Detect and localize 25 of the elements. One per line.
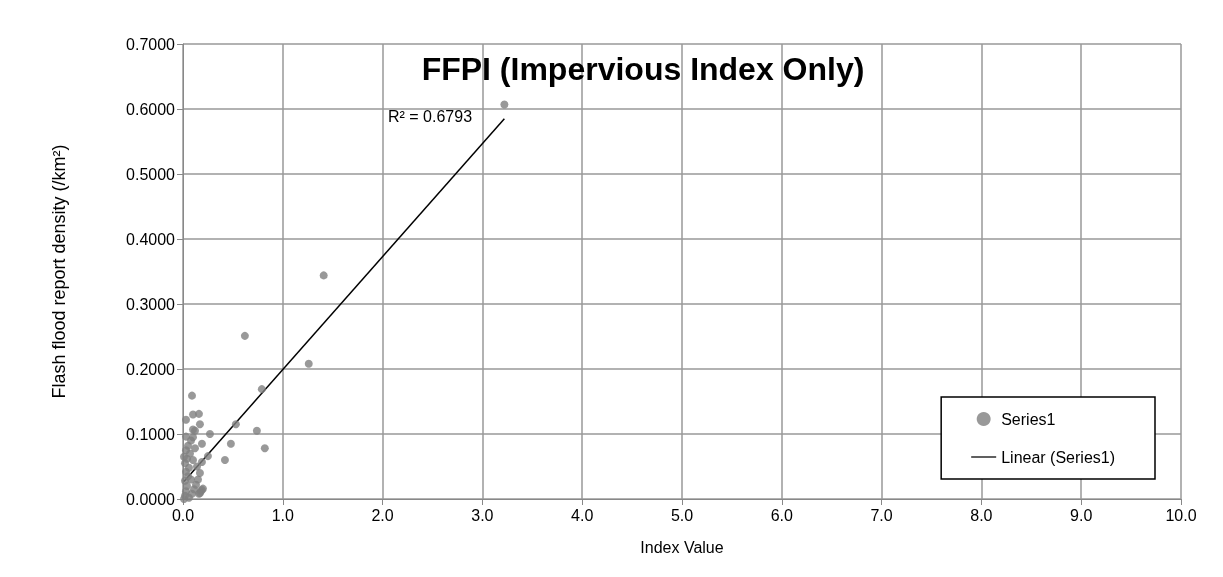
- x-tick-label: 3.0: [471, 506, 494, 524]
- x-tick-label: 6.0: [770, 506, 794, 524]
- y-tick-label: 0.4000: [126, 230, 176, 248]
- y-tick-label: 0.3000: [126, 295, 176, 313]
- legend-label: Series1: [1001, 410, 1056, 428]
- x-tick-label: 5.0: [670, 506, 694, 524]
- y-tick-label: 0.5000: [126, 165, 176, 183]
- chart-title: FFPI (Impervious Index Only): [421, 51, 865, 87]
- y-tick-label: 0.2000: [126, 360, 176, 378]
- x-tick-label: 10.0: [1165, 506, 1197, 524]
- y-tick-label: 0.7000: [126, 35, 176, 53]
- y-tick-label: 0.1000: [126, 425, 176, 443]
- y-axis-title: Flash flood report density (/km²): [49, 144, 69, 399]
- x-axis-title: Index Value: [640, 538, 724, 556]
- x-tick-label: 0.0: [171, 506, 195, 524]
- annotation: R² = 0.6793: [388, 107, 473, 125]
- x-tick-label: 1.0: [271, 506, 295, 524]
- y-tick-label: 0.0000: [126, 490, 176, 508]
- y-tick-label: 0.6000: [126, 100, 176, 118]
- x-tick-label: 4.0: [571, 506, 594, 524]
- x-tick-label: 9.0: [1070, 506, 1093, 524]
- x-tick-label: 8.0: [970, 506, 993, 524]
- x-tick-label: 7.0: [870, 506, 893, 524]
- legend-label: Linear (Series1): [1001, 448, 1115, 466]
- x-tick-label: 2.0: [371, 506, 394, 524]
